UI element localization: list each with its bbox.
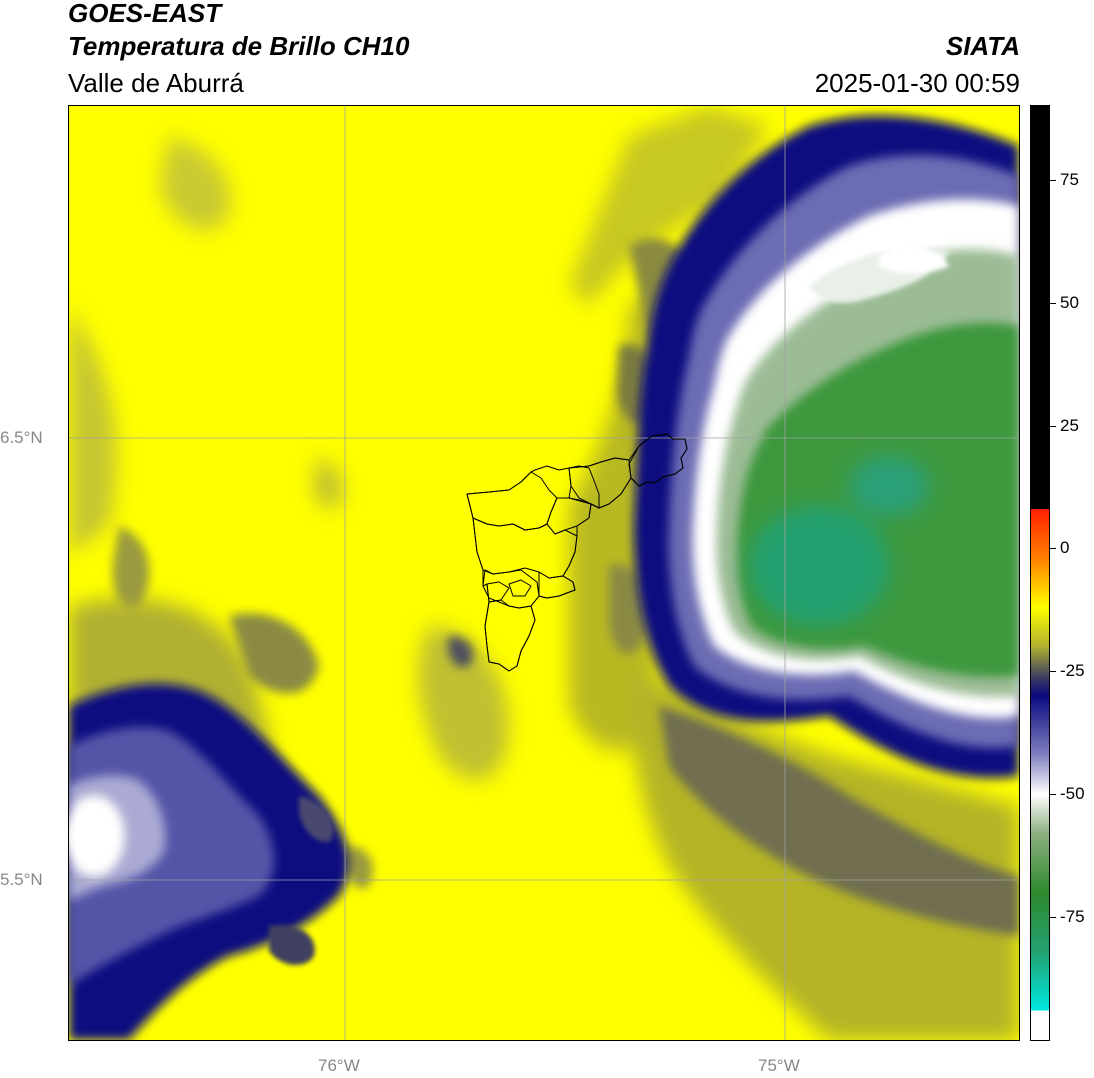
brand-label: SIATA [945,31,1020,61]
colorbar-tick-label: -50 [1060,784,1085,804]
colorbar-tick-label: 50 [1060,292,1079,312]
brightness-temperature-map[interactable] [69,106,1019,1040]
colorbar [1030,105,1050,1041]
subtitle: Valle de Aburrá [68,68,244,98]
gridlines [69,106,1019,1040]
colorbar-gradient [1031,106,1049,1040]
colorbar-tick-label: -25 [1060,661,1085,681]
cold-cloud-southwest-core [69,775,166,901]
boundary-outline [466,433,688,672]
colorbar-tick-label: -75 [1060,907,1085,927]
colorbar-tick-label: 25 [1060,415,1079,435]
boundary-south-inner [508,579,532,597]
lat-label-5-5n: 5.5°N [0,870,43,889]
timestamp: 2025-01-30 00:59 [814,68,1020,98]
municipality-boundaries [466,433,688,672]
title-line2: Temperatura de Brillo CH10 [68,31,410,61]
title-line1: GOES-EAST [68,0,222,28]
map-panel[interactable] [68,105,1020,1041]
colorbar-tick-label: 75 [1060,169,1079,189]
lon-label-75w: 75°W [758,1056,800,1075]
southwest-dark-streaks [269,796,334,966]
lat-label-6-5n: 6.5°N [0,428,43,447]
colorbar-tick [1050,425,1056,427]
colorbar-tick-label: 0 [1060,538,1070,558]
colorbar-tick [1050,302,1056,304]
lon-label-76w: 76°W [318,1056,360,1075]
colorbar-tick [1050,794,1056,796]
colorbar-tick [1050,179,1056,181]
colorbar-tick [1050,548,1056,550]
colorbar-tick [1050,671,1056,673]
colorbar-tick [1050,917,1056,919]
cold-cloud-northeast-teal [749,456,929,626]
cold-cloud-northeast-inner-white [809,247,949,303]
